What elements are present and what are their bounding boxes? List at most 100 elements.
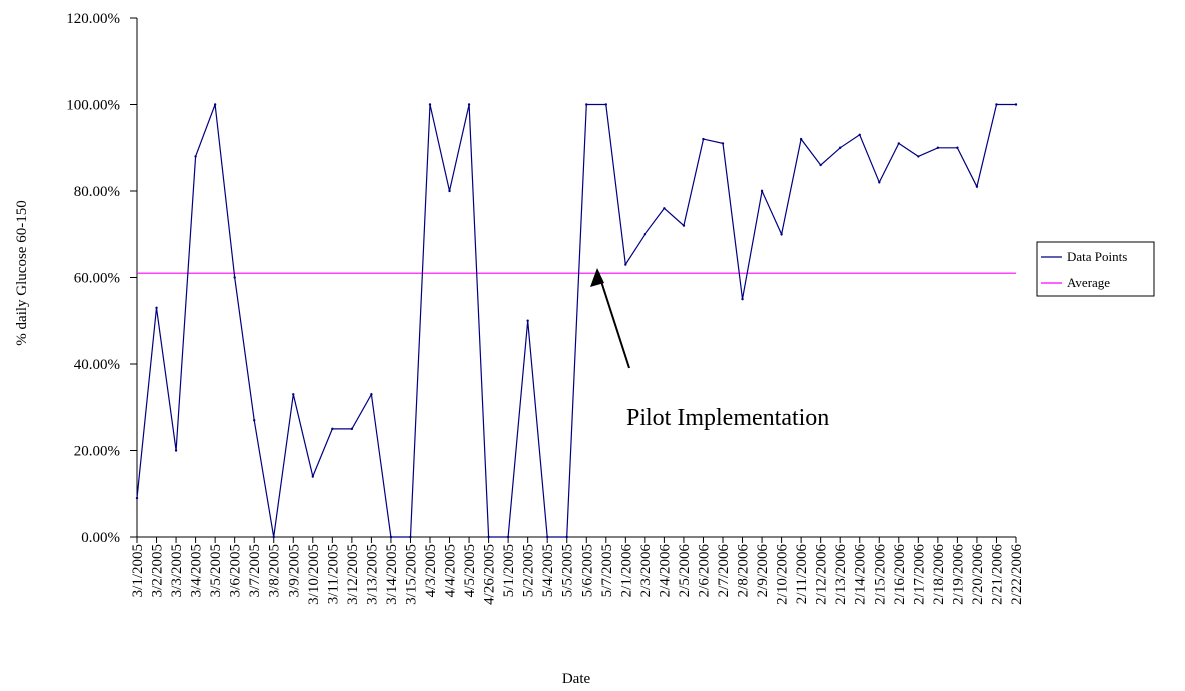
x-tick-label: 3/11/2005 bbox=[325, 544, 341, 604]
data-point bbox=[663, 207, 666, 210]
y-axis: 0.00% 20.00% 40.00% 60.00% 80.00% 100.00% 120.… bbox=[66, 11, 138, 546]
x-tick-label: 2/18/2006 bbox=[931, 544, 947, 605]
x-tick-label: 3/9/2005 bbox=[286, 544, 302, 597]
legend: Data Points Average bbox=[1036, 241, 1155, 297]
data-point bbox=[331, 427, 334, 431]
x-tick-label: 3/2/2005 bbox=[150, 544, 166, 597]
data-point bbox=[194, 155, 197, 158]
data-point bbox=[897, 142, 900, 145]
data-point bbox=[858, 133, 861, 136]
data-point bbox=[292, 393, 295, 396]
data-point bbox=[995, 103, 998, 106]
x-tick-label: 3/6/2005 bbox=[228, 544, 244, 597]
data-point bbox=[428, 103, 432, 106]
x-tick-label: 2/17/2006 bbox=[911, 544, 927, 605]
x-tick-label: 5/2/2005 bbox=[521, 544, 537, 597]
data-point bbox=[565, 535, 568, 539]
x-tick-label: 2/3/2006 bbox=[638, 544, 654, 598]
x-tick-label: 2/5/2006 bbox=[677, 544, 693, 598]
x-tick-label: 3/7/2005 bbox=[247, 544, 263, 597]
y-tick-label: 120.00% bbox=[66, 11, 120, 27]
data-point bbox=[272, 535, 275, 539]
annotation: Pilot Implementation bbox=[590, 268, 829, 431]
annotation-arrow bbox=[597, 271, 630, 369]
annotation-label: Pilot Implementation bbox=[626, 405, 829, 431]
x-tick-label: 2/22/2006 bbox=[1009, 544, 1025, 605]
data-point bbox=[311, 475, 314, 478]
x-tick-label: 2/20/2006 bbox=[970, 544, 986, 605]
x-tick-label: 2/7/2006 bbox=[716, 544, 732, 598]
data-point bbox=[253, 419, 256, 422]
data-point bbox=[448, 189, 451, 193]
x-tick-label: 2/11/2006 bbox=[794, 544, 810, 605]
x-tick-label: 3/13/2005 bbox=[364, 544, 380, 605]
data-point bbox=[741, 297, 744, 301]
legend-label-data-points: Data Points bbox=[1067, 249, 1127, 264]
legend-label-average: Average bbox=[1067, 275, 1110, 290]
data-point bbox=[799, 137, 803, 141]
y-tick-label: 80.00% bbox=[74, 184, 120, 200]
data-point bbox=[604, 103, 607, 106]
x-tick-label: 3/5/2005 bbox=[208, 544, 224, 597]
data-point bbox=[213, 103, 217, 106]
y-tick-label: 0.00% bbox=[81, 530, 120, 546]
data-point bbox=[956, 146, 959, 149]
x-tick-label: 5/5/2005 bbox=[560, 544, 576, 597]
x-tick-label: 3/14/2005 bbox=[384, 544, 400, 605]
data-point bbox=[350, 427, 354, 431]
data-point bbox=[839, 146, 842, 149]
x-tick-label: 2/15/2006 bbox=[872, 544, 888, 605]
x-tick-label: 4/3/2005 bbox=[423, 544, 439, 597]
data-point bbox=[721, 142, 725, 145]
y-tick-label: 60.00% bbox=[74, 271, 120, 287]
x-tick-label: 5/1/2005 bbox=[501, 544, 517, 597]
data-point bbox=[155, 306, 158, 309]
x-axis-title: Date bbox=[562, 671, 591, 687]
data-point bbox=[546, 535, 549, 539]
x-tick-label: 2/4/2006 bbox=[657, 544, 673, 598]
y-tick-label: 40.00% bbox=[74, 357, 120, 373]
y-axis-title: % daily Glucose 60-150 bbox=[14, 200, 30, 345]
data-point bbox=[936, 146, 940, 149]
x-tick-label: 2/19/2006 bbox=[950, 544, 966, 605]
x-tick-label: 3/15/2005 bbox=[403, 544, 419, 605]
data-point bbox=[702, 137, 705, 141]
data-point bbox=[643, 233, 647, 236]
y-tick-label: 100.00% bbox=[66, 98, 120, 114]
x-tick-label: 2/10/2006 bbox=[775, 544, 791, 605]
x-tick-label: 4/26/2005 bbox=[482, 544, 498, 605]
x-tick-label: 3/10/2005 bbox=[306, 544, 322, 605]
x-tick-label: 2/12/2006 bbox=[814, 544, 830, 605]
x-tick-label: 5/7/2005 bbox=[599, 544, 615, 597]
data-point bbox=[682, 224, 686, 227]
x-tick-label: 3/3/2005 bbox=[169, 544, 185, 597]
data-point bbox=[135, 496, 139, 500]
x-tick-label: 4/4/2005 bbox=[443, 544, 459, 597]
data-point bbox=[233, 276, 236, 279]
x-tick-label: 2/21/2006 bbox=[989, 544, 1005, 605]
data-point bbox=[389, 535, 393, 539]
y-tick-label: 20.00% bbox=[74, 444, 120, 460]
x-tick-label: 2/13/2006 bbox=[833, 544, 849, 605]
data-point bbox=[506, 535, 510, 539]
x-tick-label: 2/6/2006 bbox=[696, 544, 712, 598]
x-tick-label: 2/9/2006 bbox=[755, 544, 771, 598]
x-tick-label: 3/8/2005 bbox=[267, 544, 283, 597]
data-point bbox=[585, 103, 588, 106]
data-point bbox=[174, 449, 178, 452]
x-tick-label: 2/1/2006 bbox=[618, 544, 634, 598]
series-layer bbox=[135, 103, 1018, 539]
data-point bbox=[624, 263, 627, 266]
data-point bbox=[467, 103, 471, 106]
x-tick-label: 3/12/2005 bbox=[345, 544, 361, 605]
data-point bbox=[409, 535, 412, 539]
x-tick-label: 5/4/2005 bbox=[540, 544, 556, 597]
x-tick-label: 3/1/2005 bbox=[130, 544, 146, 597]
data-point bbox=[780, 233, 783, 236]
data-point bbox=[370, 393, 373, 396]
data-points-line bbox=[136, 103, 1016, 538]
data-point bbox=[917, 155, 920, 158]
data-point bbox=[878, 181, 881, 184]
data-point bbox=[760, 189, 764, 193]
